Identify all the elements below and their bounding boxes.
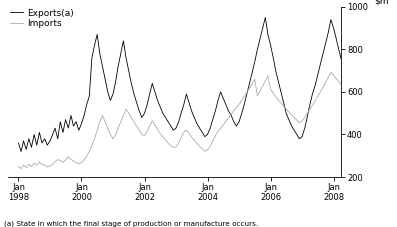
- Line: Imports: Imports: [19, 54, 394, 168]
- Line: Exports(a): Exports(a): [19, 13, 394, 152]
- Y-axis label: $m: $m: [374, 0, 389, 5]
- Text: (a) State in which the final stage of production or manufacture occurs.: (a) State in which the final stage of pr…: [4, 220, 258, 227]
- Legend: Exports(a), Imports: Exports(a), Imports: [10, 9, 74, 28]
